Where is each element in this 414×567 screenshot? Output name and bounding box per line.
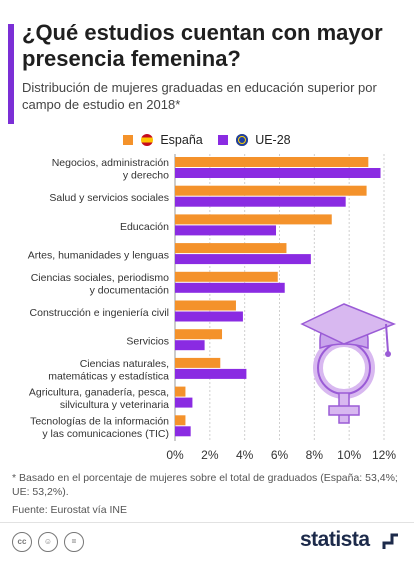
female-graduate-icon bbox=[300, 303, 397, 424]
title-accent-bar bbox=[8, 24, 14, 124]
x-tick-label: 12% bbox=[372, 448, 396, 462]
x-tick-label: 2% bbox=[201, 448, 219, 462]
bar-espana bbox=[175, 214, 332, 225]
bar-espana bbox=[175, 271, 278, 282]
category-label: Construcción e ingeniería civil bbox=[30, 307, 169, 319]
bar-ue bbox=[175, 196, 346, 207]
bar-espana bbox=[175, 415, 186, 426]
page-title: ¿Qué estudios cuentan con mayor presenci… bbox=[22, 20, 383, 71]
category-label: Ciencias sociales, periodismo y documenta… bbox=[31, 272, 169, 297]
bar-ue bbox=[175, 340, 205, 351]
bar-ue bbox=[175, 368, 247, 379]
x-tick-label: 0% bbox=[166, 448, 184, 462]
bar-espana bbox=[175, 243, 287, 254]
category-label: Agricultura, ganadería, pesca, silvicultu… bbox=[29, 387, 169, 412]
x-tick-label: 4% bbox=[236, 448, 254, 462]
category-label: Servicios bbox=[126, 336, 169, 348]
statista-logo[interactable]: statista bbox=[300, 528, 370, 551]
spain-flag-icon bbox=[140, 133, 153, 146]
category-label: Educación bbox=[120, 221, 169, 233]
eu-flag-icon bbox=[235, 133, 248, 146]
source-note: Fuente: Eurostat vía INE bbox=[12, 504, 127, 516]
bar-ue bbox=[175, 282, 285, 293]
bar-ue bbox=[175, 168, 381, 178]
category-label: Ciencias naturales, matemáticas y estadís… bbox=[48, 358, 169, 383]
x-axis-ticks: 0% 2% 4% 6% 8% 10% 12% bbox=[166, 448, 396, 462]
cc-icon[interactable]: cc bbox=[12, 532, 32, 552]
category-label: Salud y servicios sociales bbox=[49, 192, 169, 204]
bar-espana bbox=[175, 300, 236, 311]
legend-swatch-ue bbox=[218, 134, 229, 145]
legend-label-ue: UE-28 bbox=[255, 132, 291, 147]
legend-item-espana: España bbox=[123, 132, 203, 147]
by-icon[interactable]: ☺ bbox=[38, 532, 58, 552]
legend-swatch-espana bbox=[123, 134, 134, 145]
bar-chart: Negocios, administración y derecho Salud y… bbox=[28, 154, 397, 462]
x-tick-label: 6% bbox=[271, 448, 289, 462]
footer-divider bbox=[0, 522, 414, 523]
category-label: Tecnologías de la información y las comun… bbox=[30, 415, 169, 440]
bar-ue bbox=[175, 397, 193, 408]
x-tick-label: 8% bbox=[306, 448, 324, 462]
bar-ue bbox=[175, 254, 311, 265]
legend-item-ue: UE-28 bbox=[218, 132, 291, 147]
bar-espana bbox=[175, 357, 221, 368]
category-label: Artes, humanidades y lenguas bbox=[28, 249, 169, 261]
chart-legend: España UE-28 bbox=[0, 132, 414, 147]
bar-espana bbox=[175, 185, 367, 196]
bar-espana bbox=[175, 329, 223, 340]
bar-espana bbox=[175, 157, 369, 167]
statista-mark-icon bbox=[382, 533, 398, 549]
footnote: * Basado en el porcentaje de mujeres sob… bbox=[12, 472, 398, 498]
bar-espana bbox=[175, 386, 186, 397]
legend-label-espana: España bbox=[160, 132, 203, 147]
nd-icon[interactable]: = bbox=[64, 532, 84, 552]
bar-ue bbox=[175, 225, 277, 236]
category-labels: Negocios, administración y derecho Salud y… bbox=[28, 157, 169, 440]
category-label: Negocios, administración y derecho bbox=[52, 157, 169, 182]
bar-ue bbox=[175, 311, 243, 322]
chart-bars bbox=[175, 157, 381, 437]
bar-ue bbox=[175, 426, 191, 437]
x-tick-label: 10% bbox=[337, 448, 361, 462]
page-subtitle: Distribución de mujeres graduadas en edu… bbox=[22, 80, 377, 112]
